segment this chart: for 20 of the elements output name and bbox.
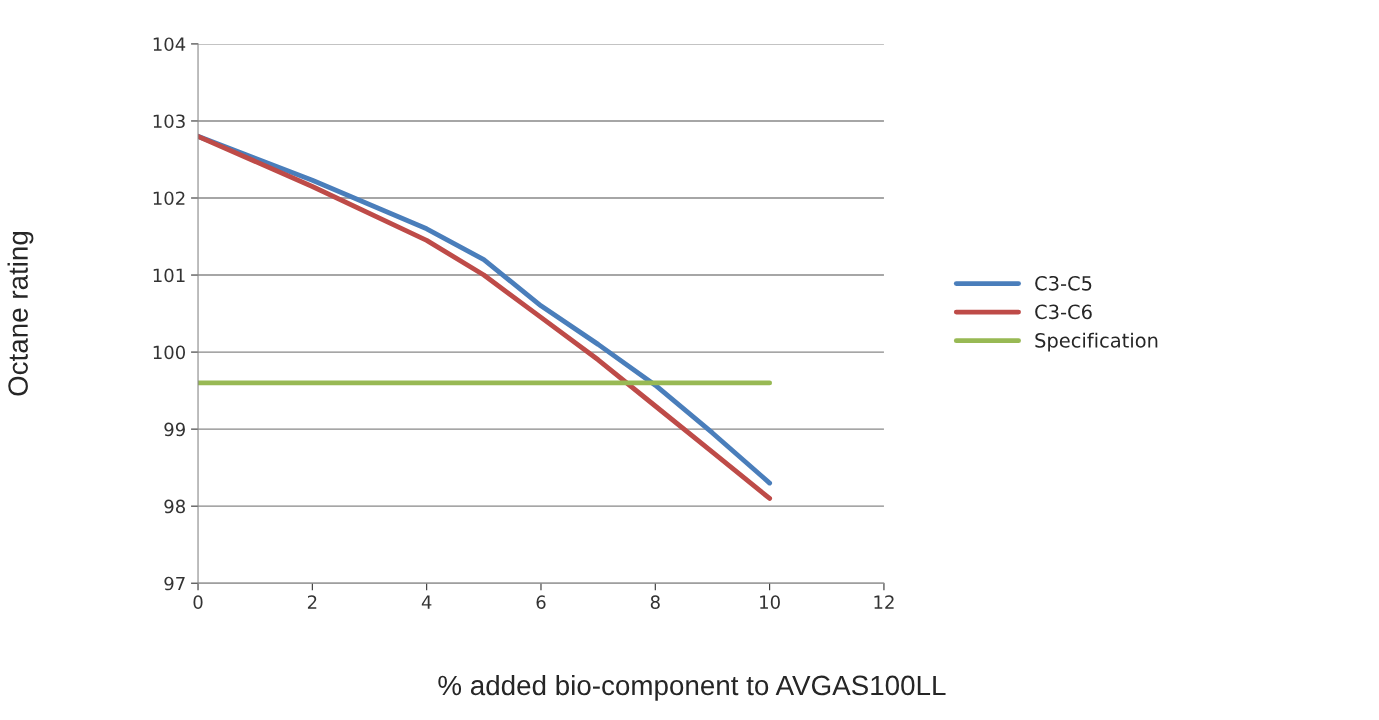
x-tick-label: 2 (307, 595, 317, 609)
y-tick-label: 99 (164, 422, 185, 437)
y-tick-label: 102 (153, 191, 185, 206)
y-tick-label: 103 (153, 114, 185, 129)
x-axis-title: % added bio-component to AVGAS100LL (438, 674, 946, 701)
legend-label: C3-C5 (1035, 275, 1092, 291)
y-tick-label: 100 (153, 345, 186, 360)
y-tick-label: 98 (164, 499, 185, 514)
y-axis-title: Octane rating (7, 231, 34, 396)
x-tick-label: 12 (874, 595, 894, 609)
x-tick-label: 10 (760, 595, 780, 609)
x-tick-label: 6 (536, 595, 546, 609)
legend-label: C3-C6 (1035, 304, 1092, 320)
y-tick-label: 104 (153, 37, 186, 52)
x-tick-label: 4 (421, 595, 432, 609)
y-tick-label: 101 (153, 268, 185, 283)
y-tick-label: 97 (164, 576, 185, 591)
legend-label: Specification (1035, 332, 1158, 352)
x-tick-label: 0 (193, 595, 203, 609)
x-tick-label: 8 (650, 595, 660, 609)
